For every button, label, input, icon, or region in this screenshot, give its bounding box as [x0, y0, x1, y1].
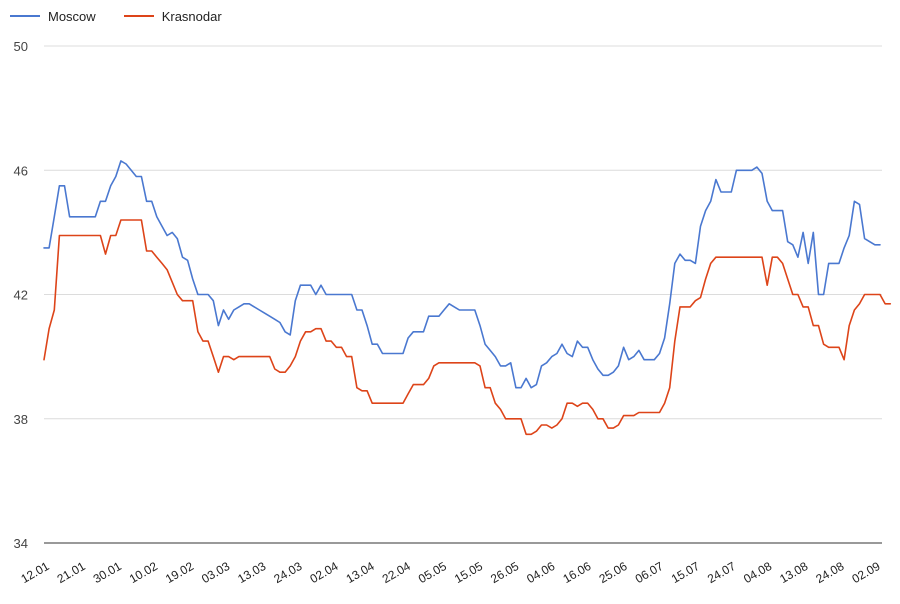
x-tick-label: 05.05 [416, 559, 449, 586]
x-tick-label: 04.08 [741, 559, 774, 586]
y-tick-labels: 34 38 42 46 50 [14, 39, 28, 551]
x-tick-label: 06.07 [633, 559, 666, 586]
series-line-krasnodar[interactable] [43, 219, 892, 436]
x-tick-label: 03.03 [199, 559, 232, 586]
legend: Moscow Krasnodar [10, 6, 222, 26]
legend-item-krasnodar[interactable]: Krasnodar [123, 8, 222, 24]
legend-swatch-krasnodar [123, 15, 154, 17]
x-tick-label: 02.04 [308, 559, 341, 586]
y-tick-label: 50 [14, 39, 28, 54]
x-tick-label: 24.07 [705, 559, 738, 586]
x-tick-label: 24.03 [271, 559, 304, 586]
x-tick-label: 04.06 [524, 559, 557, 586]
y-tick-label: 46 [14, 163, 28, 178]
x-tick-label: 25.06 [597, 559, 630, 586]
x-tick-label: 13.08 [777, 559, 810, 586]
y-tick-label: 34 [14, 536, 28, 551]
x-tick-label: 22.04 [380, 559, 413, 586]
legend-swatch-moscow [10, 15, 40, 17]
x-tick-label: 13.04 [344, 559, 377, 586]
x-tick-label: 10.02 [127, 559, 160, 586]
x-tick-label: 19.02 [163, 559, 196, 586]
legend-label-moscow: Moscow [48, 8, 96, 24]
x-tick-label: 13.03 [235, 559, 268, 586]
y-tick-label: 38 [14, 412, 28, 427]
legend-item-moscow[interactable]: Moscow [10, 9, 96, 24]
x-tick-label: 16.06 [560, 559, 593, 586]
legend-label-krasnodar: Krasnodar [161, 8, 222, 24]
x-tick-label: 12.01 [18, 559, 51, 586]
series-line-moscow[interactable] [43, 160, 881, 389]
x-tick-label: 15.07 [669, 559, 702, 586]
grid-layer [44, 45, 882, 544]
x-tick-label: 26.05 [488, 559, 521, 586]
x-tick-labels: 12.01 21.01 30.01 10.02 19.02 03.03 13.03 24.03… [18, 559, 882, 586]
x-tick-label: 24.08 [813, 559, 846, 586]
x-tick-label: 02.09 [849, 559, 882, 586]
x-tick-label: 21.01 [55, 559, 88, 586]
x-tick-label: 15.05 [452, 559, 485, 586]
series-layer [43, 160, 892, 436]
y-tick-label: 42 [14, 288, 28, 303]
x-tick-label: 30.01 [91, 559, 124, 586]
